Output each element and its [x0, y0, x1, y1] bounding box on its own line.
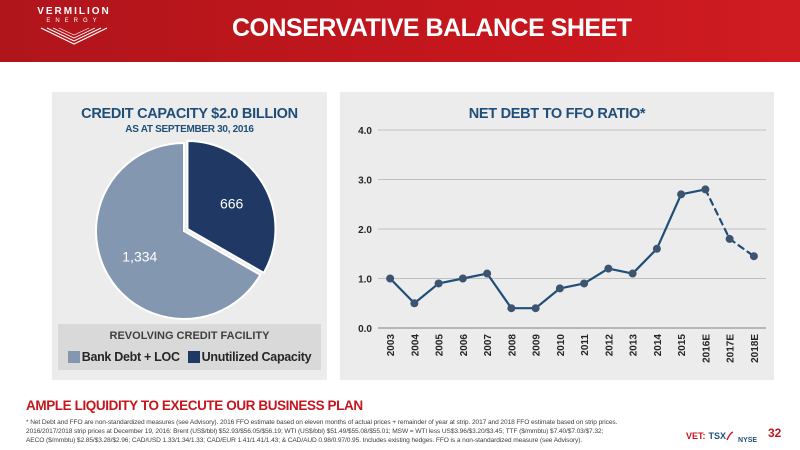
- data-point: [386, 274, 395, 283]
- x-tick-label: 2012: [604, 334, 615, 357]
- data-point: [652, 244, 661, 253]
- legend-label: Bank Debt + LOC: [81, 350, 180, 364]
- page-number: 32: [768, 426, 782, 440]
- x-tick-label: 2008: [507, 334, 518, 357]
- logo-wordmark: VERMILION: [37, 6, 111, 17]
- y-tick-label: 1.0: [358, 275, 372, 286]
- x-tick-label: 2014: [653, 334, 664, 357]
- pie-legend: REVOLVING CREDIT FACILITY Bank Debt + LO…: [58, 324, 321, 370]
- y-tick-label: 4.0: [358, 126, 372, 137]
- line-segment: [413, 282, 440, 305]
- tagline: AMPLE LIQUIDITY TO EXECUTE OUR BUSINESS …: [26, 398, 363, 413]
- stock-ticker: VET: TSX NYSE: [686, 426, 757, 446]
- data-point: [507, 304, 516, 313]
- x-tick-label: 2018E: [750, 334, 761, 363]
- tsx-swoosh-icon: [726, 431, 734, 441]
- pie-legend-entries: Bank Debt + LOC Unutilized Capacity: [58, 348, 321, 366]
- data-point: [628, 269, 637, 278]
- line-segment: [631, 247, 658, 275]
- credit-capacity-subtitle: AS AT SEPTEMBER 30, 2016: [125, 124, 254, 135]
- legend-label: Unutilized Capacity: [201, 350, 312, 364]
- footnote-line-1: * Net Debt and FFO are non-standardized …: [26, 419, 618, 426]
- line-segment: [461, 272, 489, 280]
- data-point: [604, 264, 613, 273]
- line-segment: [680, 188, 707, 196]
- line-segment: [437, 277, 464, 285]
- data-point: [483, 269, 492, 278]
- line-segment: [389, 277, 416, 305]
- x-tick-label: 2015: [677, 334, 688, 357]
- line-segment: [486, 272, 513, 310]
- x-tick-label: 2009: [532, 334, 543, 357]
- net-debt-ffo-line-chart: 0.0 1.0 2.0 3.0 4.0 2003 2004 2005 2006 2007 2008 2…: [358, 126, 766, 363]
- data-point: [531, 304, 540, 313]
- pie-legend-title: REVOLVING CREDIT FACILITY: [109, 330, 270, 342]
- data-point: [749, 252, 758, 261]
- data-point: [458, 274, 467, 283]
- x-tick-label: 2003: [386, 334, 397, 357]
- x-tick-label: 2016E: [701, 334, 712, 363]
- tsx-logo: TSX: [709, 431, 735, 441]
- ticker-vet: VET:: [686, 431, 706, 441]
- line-segment-forecast: [704, 188, 731, 240]
- data-point: [677, 190, 686, 199]
- line-segment-forecast: [728, 237, 755, 258]
- x-tick-label: 2010: [556, 334, 567, 357]
- line-segment: [583, 267, 610, 285]
- y-tick-label: 0.0: [358, 324, 372, 335]
- line-segment: [655, 193, 683, 250]
- pie-data-label: 666: [220, 195, 244, 211]
- data-point: [701, 185, 710, 194]
- data-point: [580, 279, 589, 288]
- legend-swatch: [187, 351, 200, 363]
- data-point: [434, 279, 443, 288]
- footnote-line-3: AECO ($/mmbtu) $2.85/$3.28/$2.96; CAD/US…: [26, 436, 583, 444]
- pie-slice-bank-debt-loc: [95, 141, 262, 320]
- pie-legend-item: Unutilized Capacity: [187, 350, 312, 364]
- ticker-nyse: NYSE: [738, 436, 758, 444]
- line-segment: [558, 282, 586, 290]
- logo-subtext: ENERGY: [46, 18, 102, 24]
- line-segment: [534, 287, 561, 310]
- line-segment: [607, 267, 634, 275]
- x-tick-label: 2004: [410, 334, 421, 357]
- pie-data-label: 1,334: [122, 249, 157, 265]
- logo-swoosh-icon: [40, 27, 108, 45]
- credit-capacity-panel: CREDIT CAPACITY $2.0 BILLION AS AT SEPTE…: [52, 92, 327, 380]
- y-tick-label: 3.0: [358, 176, 372, 187]
- header-bar: VERMILION ENERGY CONSERVATIVE BALANCE SH…: [0, 0, 800, 62]
- data-point: [410, 299, 419, 308]
- ticker-tsx: TSX: [708, 431, 727, 441]
- legend-swatch: [67, 351, 80, 363]
- page-title: CONSERVATIVE BALANCE SHEET: [232, 14, 632, 42]
- x-tick-label: 2013: [629, 334, 640, 357]
- pie-slice-unutilized-capacity: [186, 139, 277, 275]
- x-tick-label: 2007: [483, 334, 494, 357]
- credit-capacity-title: CREDIT CAPACITY $2.0 BILLION: [81, 106, 298, 122]
- pie-legend-item: Bank Debt + LOC: [67, 350, 180, 364]
- footnote-line-2: 2016/2017/2018 strip prices at December …: [26, 427, 604, 435]
- data-point: [555, 284, 564, 293]
- y-tick-label: 2.0: [358, 225, 372, 236]
- x-tick-label: 2011: [580, 334, 591, 356]
- net-debt-ffo-title: NET DEBT TO FFO RATIO*: [468, 106, 646, 122]
- credit-pie-chart: 1,334 666: [95, 139, 277, 320]
- net-debt-ffo-panel: NET DEBT TO FFO RATIO* 0.0 1.0 2.0 3.0 4.0 20…: [340, 92, 774, 380]
- x-tick-label: 2017E: [726, 334, 737, 363]
- x-tick-label: 2006: [459, 334, 470, 357]
- vermilion-logo: VERMILION ENERGY: [14, 6, 134, 56]
- footnote: * Net Debt and FFO are non-standardized …: [26, 419, 676, 445]
- data-point: [725, 234, 734, 243]
- x-tick-label: 2005: [435, 334, 446, 357]
